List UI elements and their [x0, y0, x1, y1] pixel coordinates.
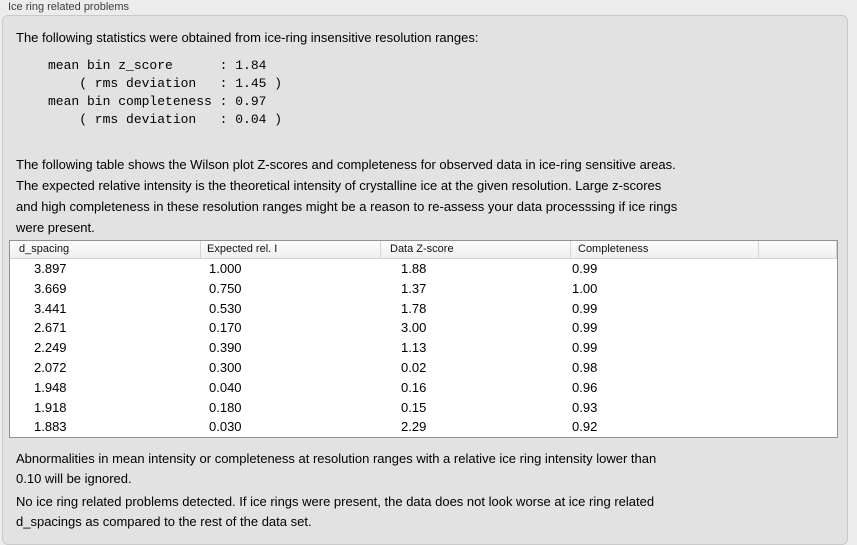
table-cell-empty: [759, 338, 837, 358]
table-row[interactable]: 2.671 0.170 3.00 0.99: [10, 318, 837, 339]
table-cell: 0.99: [572, 320, 598, 336]
table-cell: 2.249: [34, 340, 67, 356]
column-header-data-z-score[interactable]: Data Z-score: [381, 241, 571, 258]
table-cell-empty: [759, 318, 837, 338]
table-row[interactable]: 1.883 0.030 2.29 0.92: [10, 417, 837, 437]
table-cell: 0.15: [401, 399, 427, 415]
table-cell: 0.390: [209, 340, 242, 356]
table-cell: 2.29: [401, 419, 427, 435]
table-cell: 3.441: [34, 300, 67, 316]
table-cell: 0.300: [209, 359, 242, 375]
ignore-note: Abnormalities in mean intensity or compl…: [16, 451, 657, 486]
table-cell: 0.98: [572, 359, 598, 375]
table-cell: 0.170: [209, 320, 242, 336]
table-cell: 1.883: [34, 419, 67, 435]
table-cell: 1.000: [209, 261, 242, 276]
table-header: d_spacing Expected rel. I Data Z-score Comp…: [10, 241, 837, 259]
table-row[interactable]: 1.948 0.040 0.16 0.96: [10, 377, 837, 398]
table-cell: 2.072: [34, 359, 67, 375]
table-cell: 0.99: [572, 340, 598, 356]
table-cell: 0.030: [209, 419, 242, 435]
intro-text: The following statistics were obtained f…: [16, 30, 479, 45]
table-cell: 3.669: [34, 280, 67, 296]
table-cell: 1.78: [401, 300, 427, 316]
stats-block: mean bin z_score : 1.84 ( rms deviation …: [48, 58, 283, 127]
table-row[interactable]: 3.441 0.530 1.78 0.99: [10, 298, 837, 319]
table-cell: 0.040: [209, 379, 242, 395]
table-cell: 3.897: [34, 261, 67, 276]
table-cell: 3.00: [401, 320, 427, 336]
table-row[interactable]: 3.669 0.750 1.37 1.00: [10, 278, 837, 299]
table-cell-empty: [759, 259, 837, 279]
table-cell: 1.918: [34, 399, 67, 415]
table-cell: 0.93: [572, 399, 598, 415]
table-cell: 1.37: [401, 280, 427, 296]
table-description: The following table shows the Wilson plo…: [16, 157, 678, 235]
table-cell: 0.530: [209, 300, 242, 316]
table-body: 3.897 1.000 1.88 0.99 3.669 0.750 1.37 1.00 3.44…: [10, 259, 837, 437]
table-cell-empty: [759, 417, 837, 437]
table-cell-empty: [759, 299, 837, 319]
table-cell: 0.180: [209, 399, 242, 415]
column-header-expected-rel-i[interactable]: Expected rel. I: [201, 241, 381, 258]
table-cell-empty: [759, 358, 837, 378]
table-cell: 0.16: [401, 379, 427, 395]
table-cell: 2.671: [34, 320, 67, 336]
column-header-d-spacing[interactable]: d_spacing: [10, 241, 201, 258]
table-cell: 1.948: [34, 379, 67, 395]
table-cell: 1.88: [401, 261, 427, 276]
table-cell: 0.92: [572, 419, 598, 435]
table-row[interactable]: 1.918 0.180 0.15 0.93: [10, 397, 837, 418]
table-cell: 0.99: [572, 261, 598, 276]
column-header-completeness[interactable]: Completeness: [571, 241, 759, 258]
column-header-blank[interactable]: [759, 241, 837, 258]
table-cell: 1.13: [401, 340, 427, 356]
table-cell: 0.99: [572, 300, 598, 316]
table-cell-empty: [759, 378, 837, 398]
table-row[interactable]: 2.072 0.300 0.02 0.98: [10, 357, 837, 378]
table-row[interactable]: 2.249 0.390 1.13 0.99: [10, 338, 837, 358]
table-cell: 0.750: [209, 280, 242, 296]
table-cell-empty: [759, 398, 837, 418]
ice-ring-table[interactable]: d_spacing Expected rel. I Data Z-score Comp…: [9, 240, 838, 438]
table-cell: 1.00: [572, 280, 598, 296]
table-cell: 0.02: [401, 359, 427, 375]
table-cell: 0.96: [572, 379, 598, 395]
table-row[interactable]: 3.897 1.000 1.88 0.99: [10, 259, 837, 279]
panel-title: Ice ring related problems: [8, 1, 130, 13]
conclusion-text: No ice ring related problems detected. I…: [16, 494, 655, 529]
table-cell-empty: [759, 279, 837, 299]
